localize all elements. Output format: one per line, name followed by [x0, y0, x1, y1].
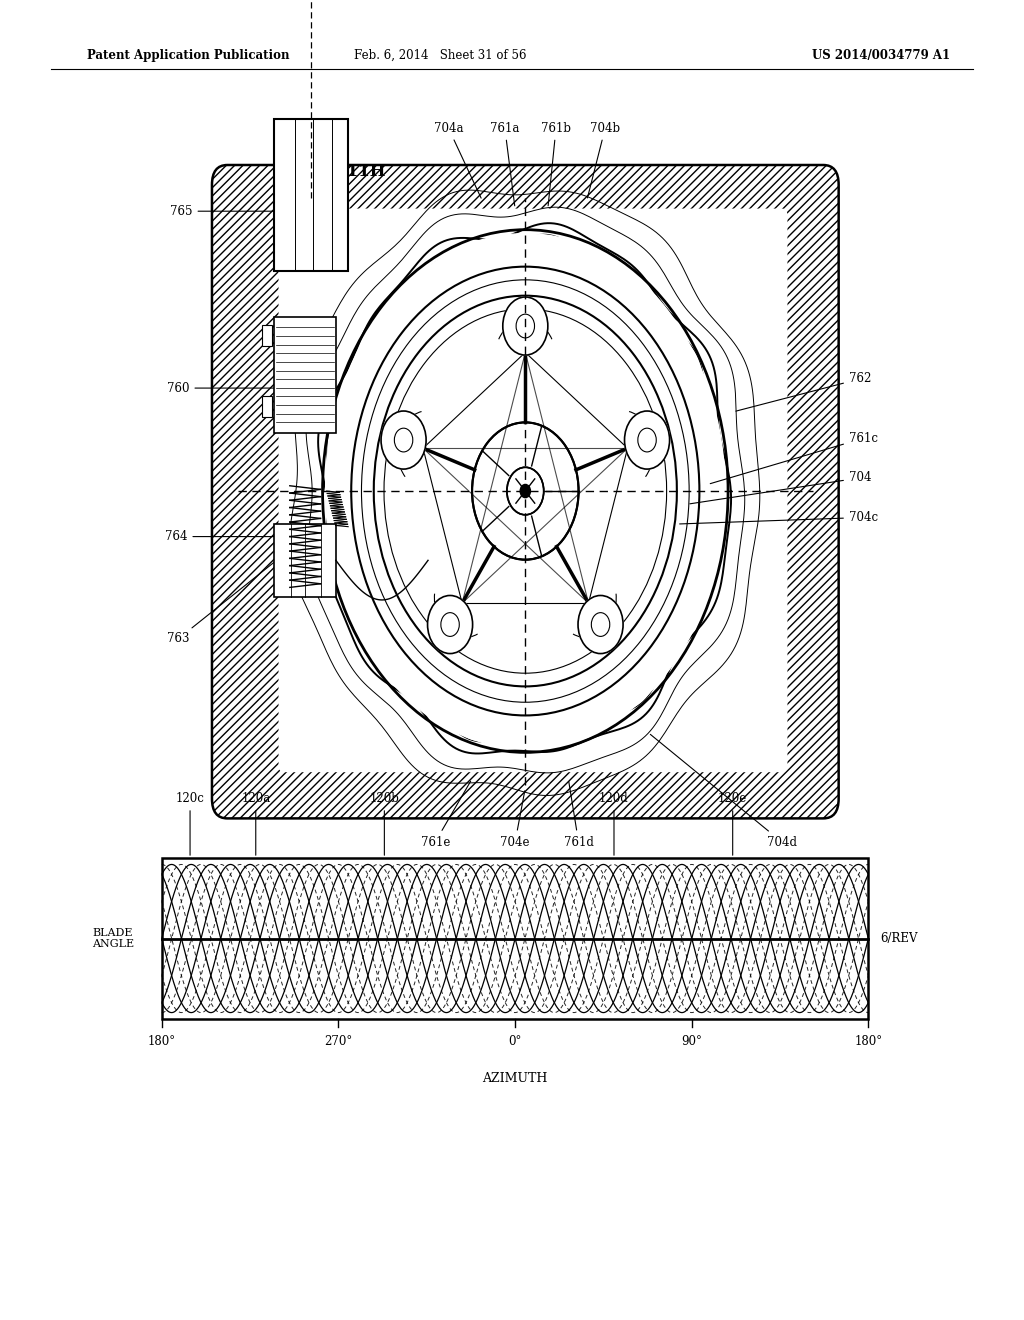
Text: Patent Application Publication: Patent Application Publication [87, 49, 290, 62]
Text: 120e: 120e [718, 792, 748, 855]
Circle shape [428, 595, 473, 653]
Circle shape [326, 234, 725, 748]
Text: 765: 765 [170, 205, 273, 218]
Text: 761d: 761d [563, 781, 594, 849]
FancyBboxPatch shape [279, 209, 787, 772]
Text: FIG. 11H: FIG. 11H [302, 164, 386, 180]
Circle shape [472, 422, 579, 560]
FancyBboxPatch shape [212, 165, 839, 818]
Bar [274, 119, 348, 271]
Text: 120b: 120b [370, 792, 399, 855]
Text: 90°: 90° [681, 1035, 702, 1048]
Bar [162, 858, 868, 1019]
Text: 0°: 0° [508, 1035, 522, 1048]
Text: 180°: 180° [147, 1035, 176, 1048]
Text: 762: 762 [736, 372, 871, 411]
Bar [274, 524, 336, 597]
Circle shape [625, 411, 670, 469]
Text: 704c: 704c [680, 511, 878, 524]
Text: 704: 704 [690, 471, 871, 504]
Text: 704e: 704e [501, 791, 529, 849]
Bar [262, 396, 272, 417]
Text: 704b: 704b [588, 121, 621, 198]
Text: FIG. 11I: FIG. 11I [676, 896, 752, 912]
Text: AZIMUTH: AZIMUTH [482, 1072, 548, 1085]
Circle shape [381, 411, 426, 469]
Text: 763: 763 [167, 562, 274, 645]
Text: 270°: 270° [325, 1035, 352, 1048]
Text: 704a: 704a [434, 121, 481, 198]
Circle shape [578, 595, 623, 653]
Text: 704d: 704d [650, 734, 797, 849]
Bar [274, 317, 336, 433]
Text: 761a: 761a [490, 121, 519, 206]
Bar [262, 325, 272, 346]
Circle shape [507, 467, 544, 515]
Text: 6/REV: 6/REV [881, 932, 919, 945]
Text: 180°: 180° [854, 1035, 883, 1048]
Text: 761e: 761e [421, 781, 471, 849]
Text: US 2014/0034779 A1: US 2014/0034779 A1 [812, 49, 949, 62]
Circle shape [387, 313, 664, 669]
Circle shape [520, 484, 530, 498]
Text: 761c: 761c [711, 432, 878, 483]
Circle shape [503, 297, 548, 355]
Text: 120c: 120c [176, 792, 205, 855]
Text: 764: 764 [165, 531, 273, 543]
Text: 120d: 120d [599, 792, 629, 855]
Text: 120a: 120a [241, 792, 270, 855]
Text: BLADE
ANGLE: BLADE ANGLE [91, 928, 134, 949]
Text: 760: 760 [167, 381, 273, 395]
Text: Feb. 6, 2014   Sheet 31 of 56: Feb. 6, 2014 Sheet 31 of 56 [354, 49, 526, 62]
Text: 761b: 761b [541, 121, 571, 206]
